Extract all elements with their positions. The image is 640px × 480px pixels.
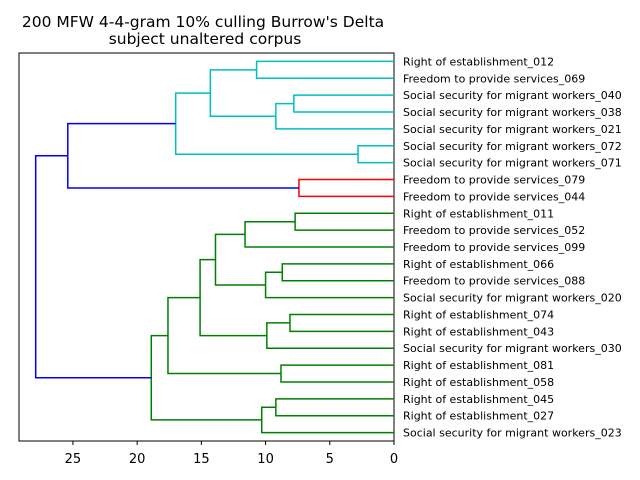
chart-title: 200 MFW 4-4-gram 10% culling Burrow's De… xyxy=(22,13,384,31)
leaf-label: Social security for migrant workers_023 xyxy=(403,427,622,440)
leaf-label: Right of establishment_011 xyxy=(403,207,554,220)
dendrogram-link-c1 xyxy=(255,60,394,80)
dendrogram-link-c11 xyxy=(281,263,394,282)
chart-subtitle: subject unaltered corpus xyxy=(109,30,302,48)
dendrogram-link-c4 xyxy=(209,69,276,118)
dendrogram-link-c22 xyxy=(34,155,152,379)
leaf-labels: Right of establishment_012 Freedom to pro… xyxy=(403,55,622,439)
leaf-label: Right of establishment_027 xyxy=(403,410,554,423)
dendrogram-branches xyxy=(34,60,394,434)
dendrogram-link-c7 xyxy=(298,178,394,198)
x-tick-label: 10 xyxy=(257,452,274,467)
leaf-label: Right of establishment_012 xyxy=(403,55,554,68)
dendrogram-link-c13 xyxy=(214,233,266,286)
x-tick-label: 25 xyxy=(65,452,82,467)
leaf-label: Social security for migrant workers_020 xyxy=(403,292,622,305)
x-axis: 25 20 15 10 5 0 xyxy=(65,441,398,467)
leaf-label: Right of establishment_043 xyxy=(403,325,554,338)
leaf-label: Social security for migrant workers_030 xyxy=(403,342,622,355)
dendrogram-link-c8 xyxy=(67,122,299,189)
leaf-label: Right of establishment_074 xyxy=(403,308,554,321)
leaf-label: Right of establishment_045 xyxy=(403,393,554,406)
x-tick-label: 0 xyxy=(390,452,398,467)
dendrogram-link-c2 xyxy=(293,94,394,113)
leaf-label: Freedom to provide services_099 xyxy=(403,241,585,254)
leaf-label: Social security for migrant workers_038 xyxy=(403,106,622,119)
leaf-label: Freedom to provide services_069 xyxy=(403,72,585,85)
dendrogram-link-c16 xyxy=(199,258,267,337)
leaf-label: Right of establishment_066 xyxy=(403,258,554,271)
leaf-label: Freedom to provide services_052 xyxy=(403,224,585,237)
leaf-label: Social security for migrant workers_071 xyxy=(403,157,622,170)
leaf-label: Social security for migrant workers_072 xyxy=(403,140,622,153)
dendrogram-link-c15 xyxy=(266,322,394,349)
leaf-label: Freedom to provide services_079 xyxy=(403,174,585,187)
leaf-label: Social security for migrant workers_021 xyxy=(403,123,622,136)
leaf-label: Freedom to provide services_044 xyxy=(403,190,585,203)
x-tick-label: 15 xyxy=(193,452,210,467)
dendrogram-link-c18 xyxy=(167,296,281,375)
leaf-label: Freedom to provide services_088 xyxy=(403,275,585,288)
leaf-label: Right of establishment_081 xyxy=(403,359,554,372)
x-tick-label: 20 xyxy=(129,452,146,467)
leaf-label: Social security for migrant workers_040 xyxy=(403,89,622,102)
dendrogram-link-c20 xyxy=(260,406,394,434)
x-tick-label: 5 xyxy=(326,452,334,467)
leaf-label: Right of establishment_058 xyxy=(403,376,554,389)
